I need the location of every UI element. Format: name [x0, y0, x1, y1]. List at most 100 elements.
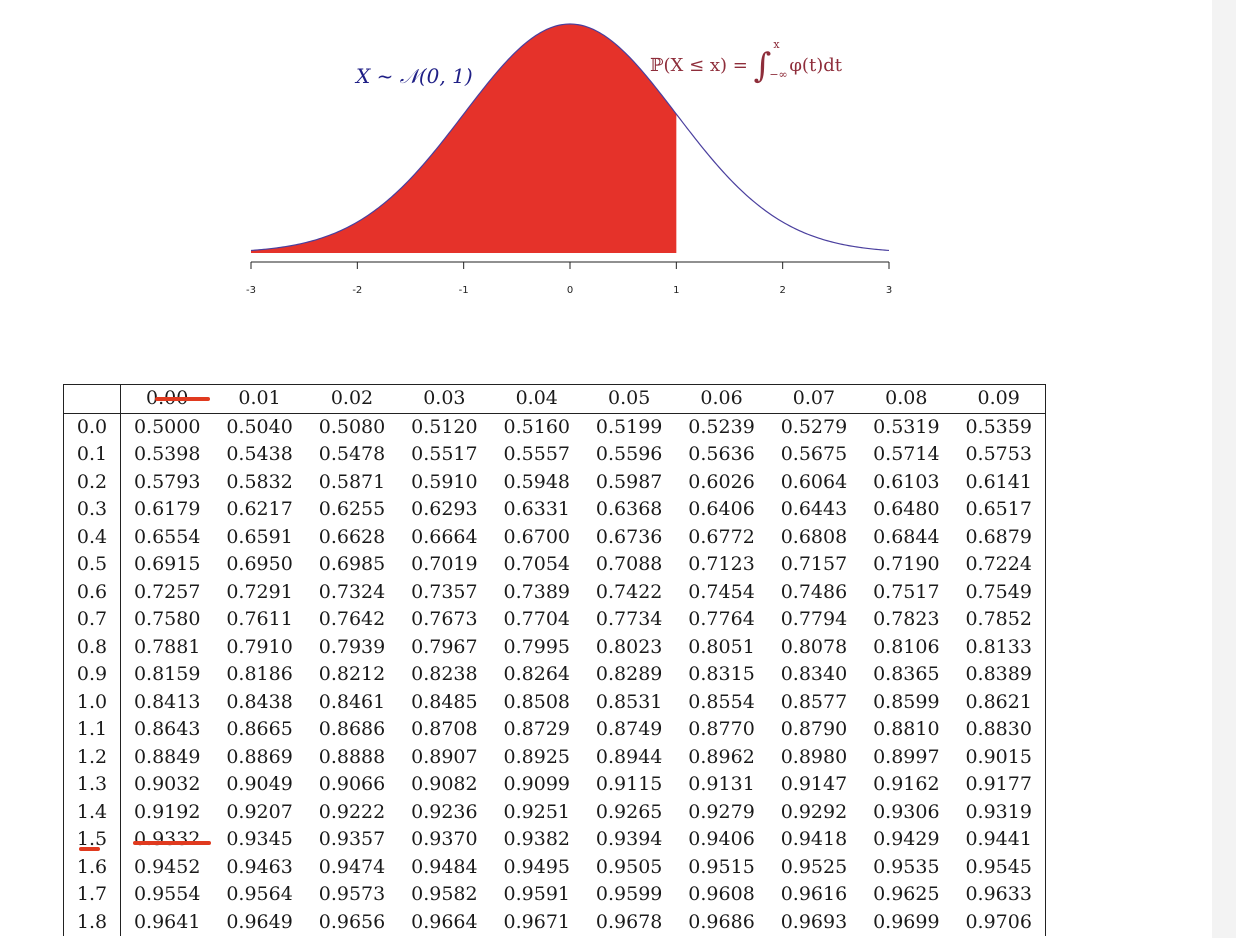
- z-table-cell: 0.6915: [133, 553, 201, 575]
- z-table-cell: 0.7939: [318, 635, 386, 658]
- z-table-cell: 0.9463: [226, 855, 293, 878]
- z-table-cell: 0.6179: [133, 498, 201, 520]
- z-table-cell: 0.9441: [965, 828, 1032, 850]
- z-table-cell: 0.9236: [411, 800, 478, 823]
- z-table-cell: 0.8365: [873, 663, 940, 685]
- z-table-cell: 0.5793: [133, 470, 201, 493]
- cdf-formula-lhs: ℙ(X ≤ x) =: [650, 55, 754, 76]
- z-table-cell: 0.8708: [411, 718, 478, 740]
- z-table-header-row: 0.000.010.020.030.040.050.060.070.080.09: [63, 384, 1046, 414]
- z-table-cell: 0.7910: [226, 635, 293, 658]
- z-table-cell: 0.8944: [595, 745, 663, 768]
- z-table-cell: 0.8438: [226, 690, 293, 713]
- z-table-row: 0.5 0.6915 0.6950 0.6985 0.7019 0.7054 0.7088 0…: [63, 551, 1046, 579]
- z-table-cell: 0.8186: [226, 663, 293, 685]
- z-table-cell: 0.8810: [873, 718, 940, 740]
- z-table-cell: 0.9505: [595, 855, 663, 878]
- z-table-cell: 0.8643: [133, 718, 201, 740]
- shaded-area: [251, 24, 677, 253]
- z-table-cell: 0.9279: [688, 800, 755, 823]
- z-table-row-label: 0.4: [63, 523, 121, 551]
- z-table-cell: 0.5832: [226, 470, 293, 493]
- z-table-cell: 0.9032: [133, 773, 201, 795]
- z-table-cell: 0.9099: [503, 773, 570, 795]
- z-table-cell: 0.8106: [873, 635, 940, 658]
- z-table-cell: 0.6772: [688, 525, 755, 548]
- z-table-cell: 0.8997: [873, 745, 940, 768]
- z-table-row-label: 1.7: [63, 881, 121, 909]
- z-table-cell: 0.8925: [503, 745, 570, 768]
- z-table-cell: 0.7967: [411, 635, 478, 658]
- z-table-row: 0.8 0.7881 0.7910 0.7939 0.7967 0.7995 0.8023 0…: [63, 633, 1046, 661]
- integral-lower-limit: −∞: [769, 68, 788, 81]
- z-table-cell: 0.8962: [688, 745, 755, 768]
- z-table-cell: 0.7794: [780, 608, 848, 630]
- z-table-row-label: 1.2: [63, 743, 121, 771]
- right-margin-strip: [1212, 0, 1236, 938]
- z-table-cell: 0.8413: [133, 690, 201, 713]
- z-table-cell: 0.6879: [965, 525, 1032, 548]
- z-table-cell: 0.9535: [873, 855, 940, 878]
- z-table-cell: 0.7642: [318, 608, 386, 630]
- z-table-cell: 0.8212: [318, 663, 386, 685]
- z-table-cell: 0.6331: [503, 498, 570, 520]
- z-table-cell: 0.9554: [133, 883, 201, 905]
- z-table-cell: 0.7324: [318, 580, 386, 603]
- z-table-cell: 0.5319: [873, 415, 940, 438]
- z-table-cell: 0.6844: [873, 525, 940, 548]
- z-table-row-label: 0.6: [63, 578, 121, 606]
- z-table-cell: 0.9616: [780, 883, 848, 905]
- z-table-cell: 0.5478: [318, 443, 386, 465]
- z-table-cell: 0.9292: [780, 800, 848, 823]
- z-table-cell: 0.9306: [873, 800, 940, 823]
- z-table-cell: 0.7673: [411, 608, 478, 630]
- z-table-cell: 0.7157: [780, 553, 848, 575]
- z-table-cell: 0.9207: [226, 800, 293, 823]
- z-table-cell: 0.8599: [873, 690, 940, 713]
- z-table-row: 0.2 0.5793 0.5832 0.5871 0.5910 0.5948 0.5987 0…: [63, 468, 1046, 496]
- z-table-row: 0.3 0.6179 0.6217 0.6255 0.6293 0.6331 0.6368 0…: [63, 496, 1046, 524]
- z-table-cell: 0.7611: [226, 608, 293, 630]
- z-table-cell: 0.5160: [503, 415, 570, 438]
- z-table-cell: 0.9394: [595, 828, 663, 850]
- z-table-cell: 0.7088: [595, 553, 663, 575]
- z-table-cell: 0.9357: [318, 828, 386, 850]
- z-table-row-label: 1.5: [63, 826, 121, 854]
- z-table-cell: 0.7852: [965, 608, 1032, 630]
- z-table-cell: 0.8289: [595, 663, 663, 685]
- z-table-row-label: 0.2: [63, 468, 121, 496]
- z-table-cell: 0.9699: [873, 910, 940, 933]
- z-table-cell: 0.8238: [411, 663, 478, 685]
- z-table-cell: 0.5199: [595, 415, 663, 438]
- z-table-cell: 0.7995: [503, 635, 570, 658]
- z-table-cell: 0.6293: [411, 498, 478, 520]
- z-table-row: 1.8 0.9641 0.9649 0.9656 0.9664 0.9671 0.9678 0…: [63, 908, 1046, 936]
- z-table-cell: 0.9599: [595, 883, 663, 905]
- z-table-row-label: 1.3: [63, 771, 121, 799]
- z-table-row-label: 1.1: [63, 716, 121, 744]
- z-table-cell: 0.7881: [133, 635, 201, 658]
- z-table-column-header: 0.05: [582, 384, 676, 414]
- z-table-cell: 0.6064: [780, 470, 848, 493]
- z-table-cell: 0.9452: [133, 855, 201, 878]
- z-table-row: 1.1 0.8643 0.8665 0.8686 0.8708 0.8729 0.8749 0…: [63, 716, 1046, 744]
- z-table-cell: 0.6406: [688, 498, 755, 520]
- z-table-cell: 0.9345: [226, 828, 293, 850]
- z-table-cell: 0.9370: [411, 828, 478, 850]
- z-table-cell: 0.8133: [965, 635, 1032, 658]
- z-table-row: 1.5 0.9332 0.9345 0.9357 0.9370 0.9382 0.9394 0…: [63, 826, 1046, 854]
- z-table-row: 0.9 0.8159 0.8186 0.8212 0.8238 0.8264 0.8289 0…: [63, 661, 1046, 689]
- z-table-cell: 0.5517: [411, 443, 478, 465]
- z-table-row: 1.6 0.9452 0.9463 0.9474 0.9484 0.9495 0.9505 0…: [63, 853, 1046, 881]
- z-table-cell: 0.7422: [595, 580, 663, 603]
- z-table-cell: 0.8770: [688, 718, 755, 740]
- z-table-cell: 0.9693: [780, 910, 848, 933]
- z-table-row-label: 1.8: [63, 908, 121, 936]
- z-table-cell: 0.5040: [226, 415, 293, 438]
- z-table-cell: 0.8869: [226, 745, 293, 768]
- z-table-cell: 0.6480: [873, 498, 940, 520]
- z-table-cell: 0.9649: [226, 910, 293, 933]
- z-table-cell: 0.9066: [318, 773, 386, 795]
- z-table-row-label: 0.1: [63, 441, 121, 469]
- z-table-cell: 0.8485: [411, 690, 478, 713]
